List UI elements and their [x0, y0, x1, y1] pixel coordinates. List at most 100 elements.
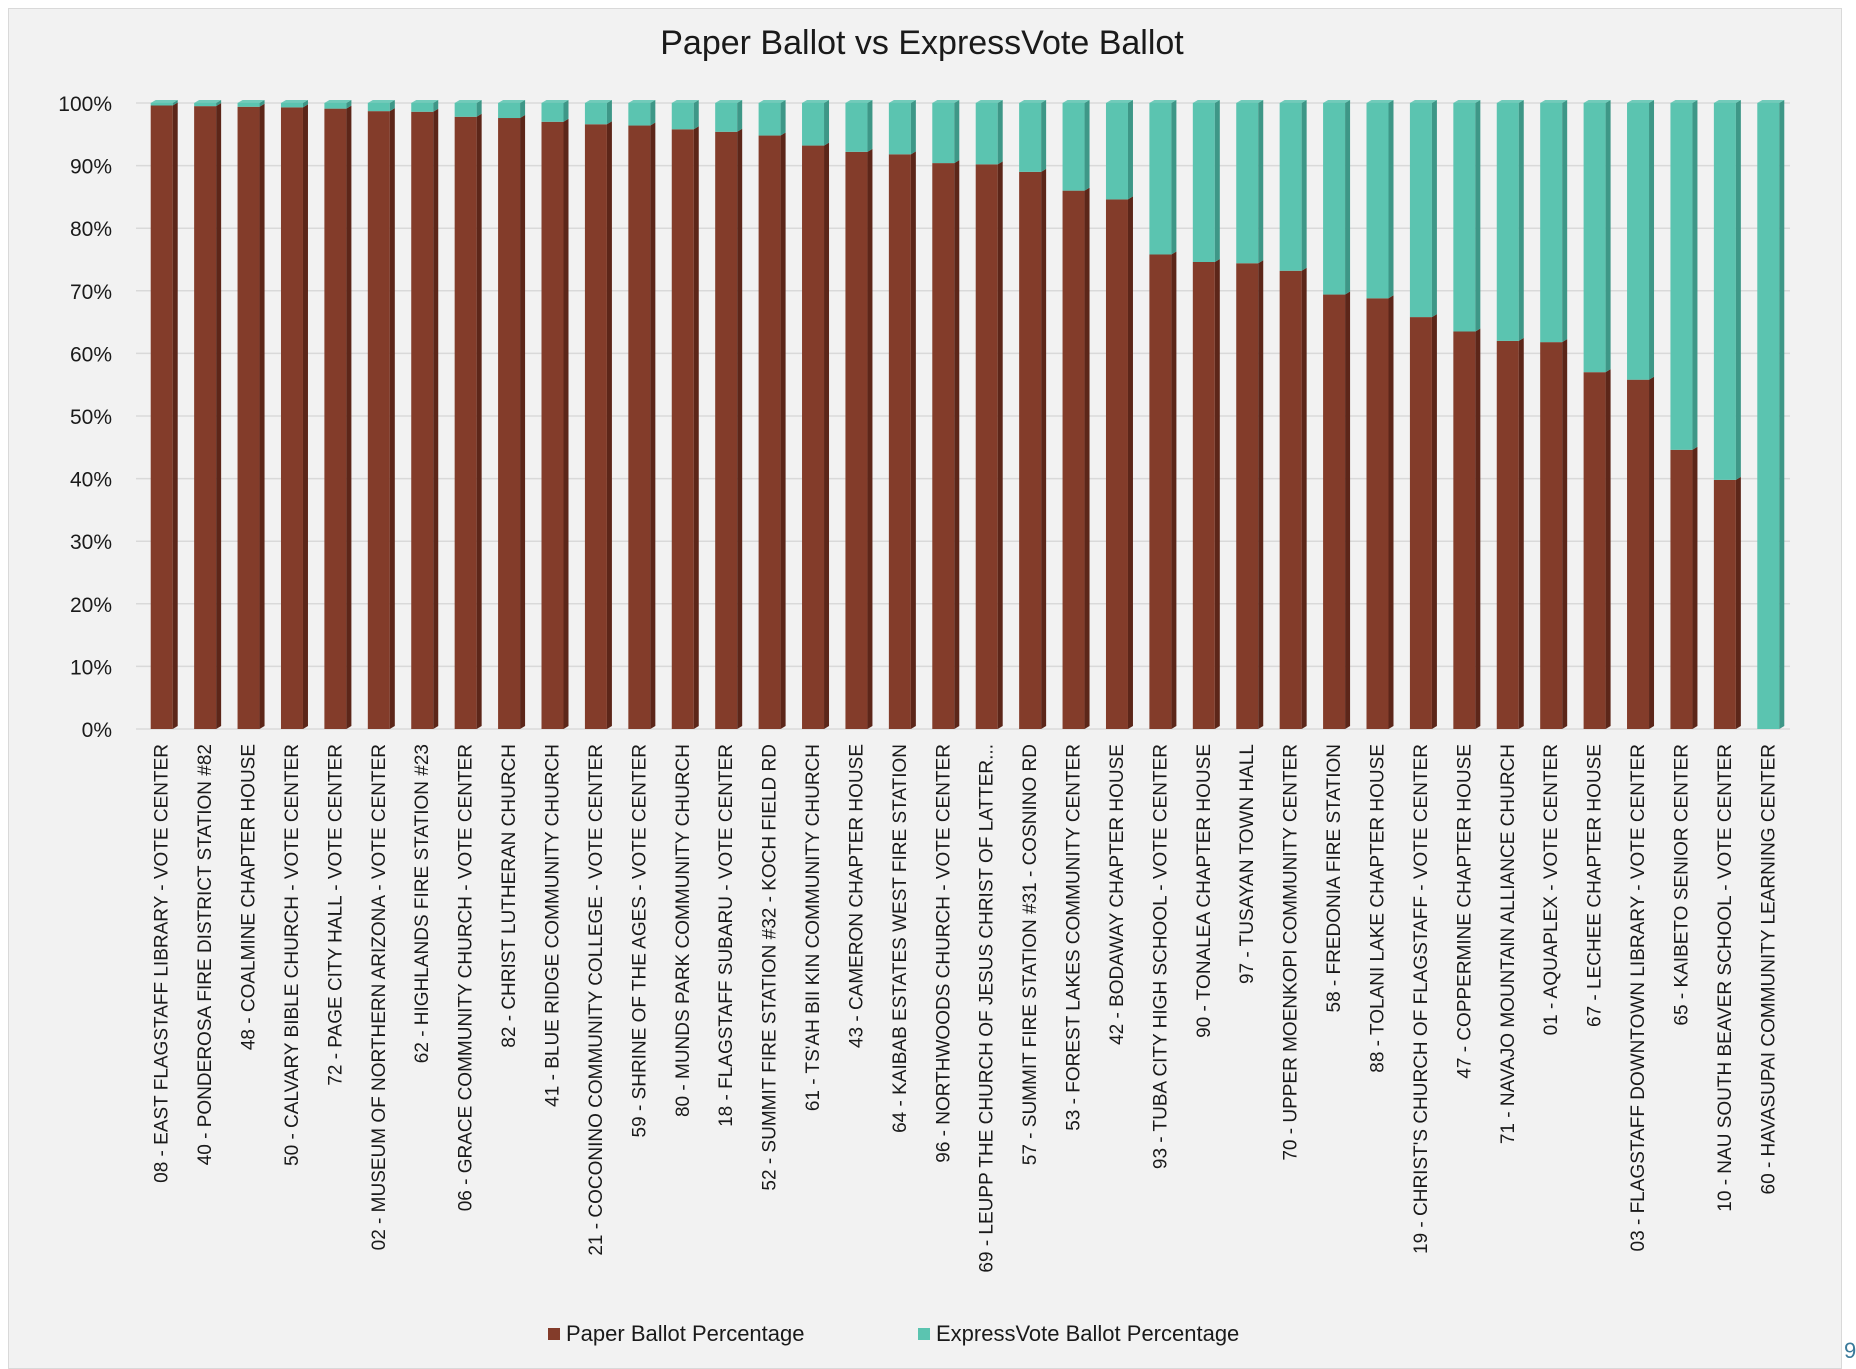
bar-stack [237, 100, 265, 730]
bar-paper [498, 118, 521, 730]
bar-stack [975, 100, 1003, 729]
bar-paper [1149, 254, 1172, 729]
x-tick-label: 57 - SUMMIT FIRE STATION #31 - COSNINO R… [1020, 744, 1041, 1165]
x-tick-label: 08 - EAST FLAGSTAFF LIBRARY - VOTE CENTE… [152, 744, 173, 1183]
bar-top [150, 100, 178, 103]
bar-express-side [259, 100, 265, 107]
bar-paper-side [780, 132, 786, 729]
bar-stack [1062, 100, 1090, 729]
bar-paper-side [216, 103, 222, 729]
bar-express [888, 103, 911, 155]
bar-express-side [1605, 100, 1611, 373]
bar-top [367, 100, 395, 103]
x-tick-label: 60 - HAVASUPAI COMMUNITY LEARNING CENTER [1758, 744, 1779, 1194]
bar-stack [324, 100, 352, 729]
bar-express-side [650, 100, 656, 126]
bar-top [1019, 100, 1047, 103]
bar-express-side [302, 100, 308, 108]
bar-express [411, 103, 434, 112]
bar-paper [584, 124, 607, 729]
bar-express [324, 103, 347, 109]
bar-stack [1279, 100, 1307, 729]
bar-stack [1236, 100, 1264, 729]
bar-paper-side [1301, 267, 1307, 729]
bar-paper [1496, 340, 1519, 729]
bar-stack [541, 100, 569, 729]
x-tick-label: 93 - TUBA CITY HIGH SCHOOL - VOTE CENTER [1150, 744, 1171, 1169]
bar-paper [845, 151, 868, 729]
bar-paper [932, 163, 955, 729]
x-tick-label: 88 - TOLANI LAKE CHAPTER HOUSE [1368, 744, 1389, 1073]
bar-stack [1192, 100, 1220, 729]
x-tick-label: 10 - NAU SOUTH BEAVER SCHOOL - VOTE CENT… [1715, 744, 1736, 1212]
y-tick-label: 40% [70, 469, 112, 492]
bar-paper [1627, 379, 1650, 729]
bar-express [1713, 103, 1736, 480]
bar-paper-side [1735, 476, 1741, 729]
bar-top [1409, 100, 1437, 103]
bar-paper [1583, 372, 1606, 729]
bar-top [715, 100, 743, 103]
x-tick-label: 52 - SUMMIT FIRE STATION #32 - KOCH FIEL… [760, 744, 781, 1191]
bar-paper-side [302, 104, 308, 729]
bar-express [498, 103, 521, 119]
bar-paper [671, 129, 694, 730]
bar-express-side [346, 100, 352, 109]
bar-express-side [1127, 100, 1133, 200]
bar-express [150, 103, 173, 106]
bar-express-side [1258, 100, 1264, 264]
bar-stack [1323, 100, 1351, 729]
y-tick-label: 70% [70, 281, 112, 304]
x-tick-label: 42 - BODAWAY CHAPTER HOUSE [1107, 744, 1128, 1045]
bar-top [1149, 100, 1177, 103]
x-tick-label: 96 - NORTHWOODS CHURCH - VOTE CENTER [933, 744, 954, 1163]
bar-express-side [1562, 100, 1568, 343]
bar-express-side [476, 100, 482, 117]
bar-express-side [172, 100, 178, 106]
page-number: 9 [1844, 1338, 1856, 1363]
bar-stack [802, 100, 830, 729]
bar-paper [237, 106, 260, 730]
bar-top [1496, 100, 1524, 103]
bar-top [1540, 100, 1568, 103]
chart-frame [8, 8, 1842, 1369]
x-tick-label: 80 - MUNDS PARK COMMUNITY CHURCH [673, 744, 694, 1117]
x-tick-label: 59 - SHRINE OF THE AGES - VOTE CENTER [629, 744, 650, 1137]
bar-paper-side [1475, 328, 1481, 729]
bar-top [1323, 100, 1351, 103]
bar-stack [280, 100, 308, 729]
bar-top [454, 100, 482, 103]
bar-paper-side [737, 128, 743, 729]
x-tick-label: 21 - COCONINO COMMUNITY COLLEGE - VOTE C… [586, 744, 607, 1256]
bar-top [758, 100, 786, 103]
bar-paper-side [693, 126, 699, 730]
bar-top [498, 100, 526, 103]
bar-express-side [1214, 100, 1220, 263]
bar-stack [1149, 100, 1177, 729]
bar-paper-side [867, 148, 873, 729]
bar-paper-side [1214, 259, 1220, 729]
bar-express [1323, 103, 1346, 295]
bar-paper-side [1605, 369, 1611, 729]
bar-express [1366, 103, 1389, 299]
bar-express [628, 103, 651, 126]
x-tick-label: 67 - LECHEE CHAPTER HOUSE [1585, 744, 1606, 1027]
chart-title: Paper Ballot vs ExpressVote Ballot [660, 24, 1184, 62]
bar-top [411, 100, 439, 103]
bar-express [1670, 103, 1693, 450]
bar-paper [1670, 449, 1693, 729]
bar-paper-side [1692, 446, 1698, 729]
bar-paper [150, 105, 173, 729]
bar-stack [194, 100, 222, 729]
legend-swatch-express [918, 1328, 930, 1340]
bar-paper-side [1127, 196, 1133, 730]
x-tick-label: 69 - LEUPP THE CHURCH OF JESUS CHRIST OF… [977, 744, 998, 1273]
bar-paper [1192, 262, 1215, 729]
bar-paper [1236, 263, 1259, 729]
bar-express [237, 103, 260, 107]
bar-stack [1105, 100, 1133, 730]
bar-paper [454, 116, 477, 730]
bar-paper-side [1649, 376, 1655, 729]
bar-stack [932, 100, 960, 729]
